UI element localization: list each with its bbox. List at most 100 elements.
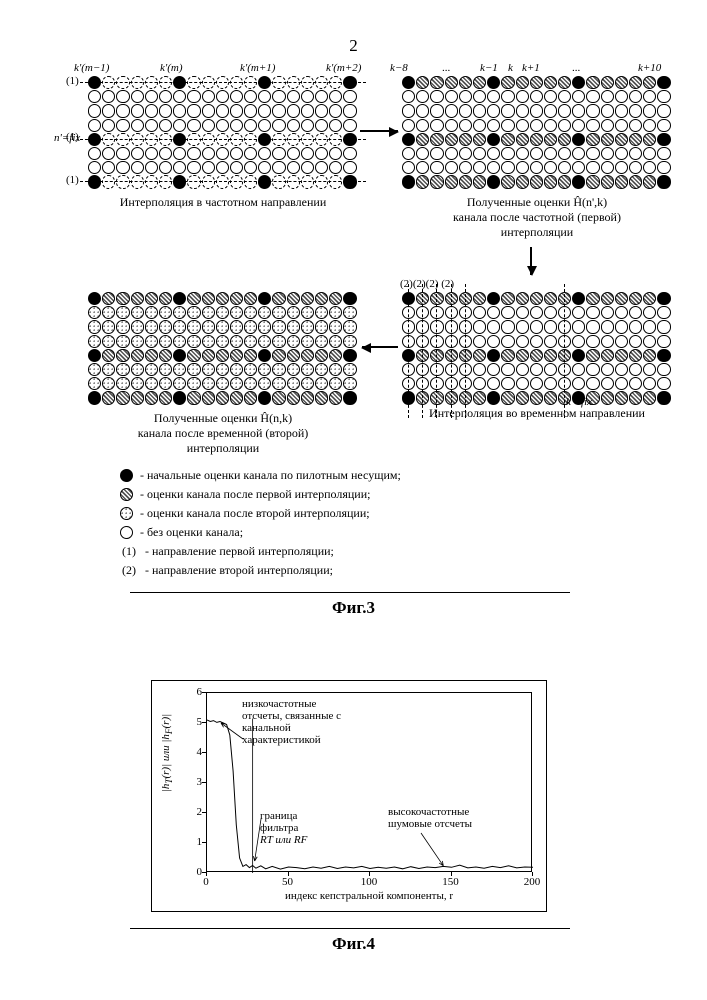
grid-cell <box>258 363 271 376</box>
k-label: k <box>508 62 513 74</box>
grid-cell <box>601 292 614 305</box>
grid-cell <box>487 175 500 188</box>
grid-cell <box>329 377 342 390</box>
grid-cell <box>159 377 172 390</box>
grid-cell <box>343 161 356 174</box>
grid-cell <box>402 119 415 132</box>
grid-cell <box>629 349 642 362</box>
grid-cell <box>145 377 158 390</box>
grid-cell <box>615 90 628 103</box>
grid-cell <box>329 161 342 174</box>
xtick-label: 50 <box>276 876 300 888</box>
grid-cell <box>102 161 115 174</box>
interp-dash-v <box>564 284 565 418</box>
grid-cell <box>102 119 115 132</box>
grid-cell <box>131 306 144 319</box>
grid-cell <box>643 119 656 132</box>
page-number: 2 <box>0 36 707 56</box>
grid-cell <box>572 161 585 174</box>
grid-cell <box>230 119 243 132</box>
grid-cell <box>572 76 585 89</box>
grid-cell <box>487 104 500 117</box>
grid-cell <box>516 391 529 404</box>
grid-cell <box>544 349 557 362</box>
fig3-title: Фиг.3 <box>0 598 707 618</box>
grid-cell <box>473 104 486 117</box>
grid-cell <box>272 377 285 390</box>
grid-cell <box>501 391 514 404</box>
grid-cell <box>116 90 129 103</box>
grid-cell <box>501 90 514 103</box>
grid-cell <box>544 306 557 319</box>
grid-cell <box>544 175 557 188</box>
k-label: k'(m) <box>160 62 183 74</box>
grid-cell <box>116 306 129 319</box>
grid-cell <box>301 391 314 404</box>
grid-cell <box>501 133 514 146</box>
grid-cell <box>287 349 300 362</box>
grid-cell <box>343 119 356 132</box>
grid-cell <box>402 104 415 117</box>
grid-cell <box>329 104 342 117</box>
grid-cell <box>601 76 614 89</box>
interp-dash-h <box>80 82 366 83</box>
grid-cell <box>572 175 585 188</box>
grid-cell <box>572 320 585 333</box>
grid-cell <box>244 363 257 376</box>
grid-cell <box>88 363 101 376</box>
grid-cell <box>202 306 215 319</box>
grid-cell <box>116 349 129 362</box>
grid-cell <box>116 147 129 160</box>
grid-cell <box>116 161 129 174</box>
grid-cell <box>272 147 285 160</box>
grid-cell <box>216 363 229 376</box>
grid-cell <box>159 335 172 348</box>
legend-dir1-icon: (1) <box>120 542 138 560</box>
ytick <box>202 842 206 843</box>
grid-cell <box>202 119 215 132</box>
grid-cell <box>159 119 172 132</box>
grid-cell <box>244 391 257 404</box>
grid-cell <box>88 119 101 132</box>
legend-text: - без оценки канала; <box>140 523 243 541</box>
grid-cell <box>116 119 129 132</box>
grid-cell <box>558 104 571 117</box>
grid-cell <box>88 349 101 362</box>
grid-cell <box>272 335 285 348</box>
grid-cell <box>643 133 656 146</box>
arrow-left-icon <box>362 346 398 348</box>
grid-cell <box>173 377 186 390</box>
grid-cell <box>601 335 614 348</box>
grid-cell <box>244 292 257 305</box>
grid-cell <box>416 161 429 174</box>
grid-cell <box>402 76 415 89</box>
grid-cell <box>530 349 543 362</box>
grid-cell <box>216 320 229 333</box>
grid-cell <box>301 363 314 376</box>
grid-cell <box>586 147 599 160</box>
xtick-label: 0 <box>194 876 218 888</box>
grid-cell <box>530 76 543 89</box>
grid-cell <box>643 349 656 362</box>
grid-cell <box>516 363 529 376</box>
grid-cell <box>657 292 670 305</box>
grid-cell <box>315 119 328 132</box>
grid-cell <box>145 320 158 333</box>
grid-cell <box>459 76 472 89</box>
grid-cell <box>315 320 328 333</box>
grid-cell <box>459 104 472 117</box>
k-label: k−8 <box>390 62 408 74</box>
k-label: k'(m+2) <box>326 62 361 74</box>
grid-cell <box>287 377 300 390</box>
grid-cell <box>131 320 144 333</box>
grid-cell <box>272 119 285 132</box>
grid-cell <box>516 377 529 390</box>
grid-cell <box>586 175 599 188</box>
grid-cell <box>657 175 670 188</box>
grid-cell <box>145 161 158 174</box>
grid-cell <box>315 104 328 117</box>
grid-cell <box>530 104 543 117</box>
grid-cell <box>301 306 314 319</box>
grid-cell <box>187 90 200 103</box>
grid-cell <box>430 147 443 160</box>
